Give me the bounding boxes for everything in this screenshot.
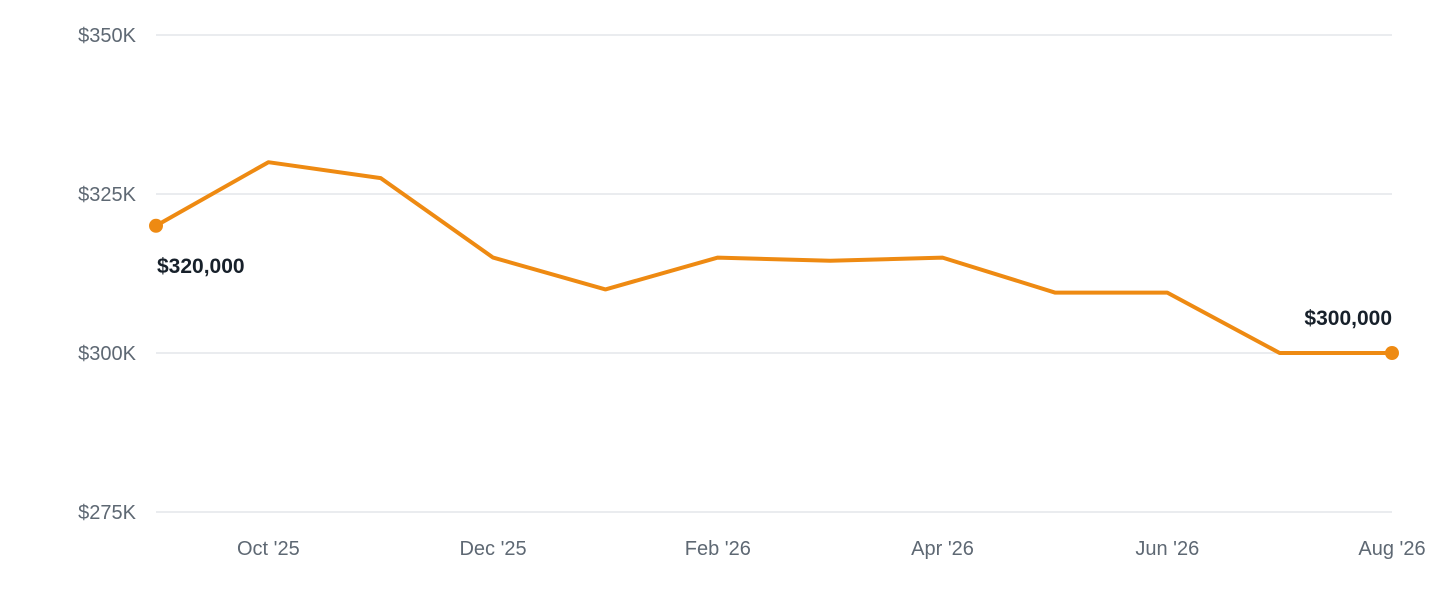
series-layer [149,160,1399,360]
y-axis-tick-labels: $350K $325K $300K $275K [78,25,136,524]
x-tick-label: Dec '25 [459,538,526,560]
data-point-marker [149,218,163,233]
x-tick-label: Aug '26 [1358,538,1425,560]
data-point-marker [1385,346,1399,360]
x-tick-label: Jun '26 [1135,538,1199,560]
y-tick-label: $325K [78,184,136,206]
y-tick-label: $275K [78,502,136,524]
x-tick-label: Apr '26 [911,538,974,560]
x-tick-label: Feb '26 [685,538,751,560]
y-tick-label: $350K [78,25,136,47]
data-labels: $320,000 $300,000 [157,255,1392,330]
data-label: $320,000 [157,255,245,278]
y-tick-label: $300K [78,343,136,365]
x-tick-label: Oct '25 [237,538,300,560]
gridlines [156,34,1392,513]
x-axis-tick-labels: Oct '25 Dec '25 Feb '26 Apr '26 Jun '26 Aug '… [237,538,1426,560]
series-line [154,160,1394,355]
data-label: $300,000 [1304,307,1392,330]
